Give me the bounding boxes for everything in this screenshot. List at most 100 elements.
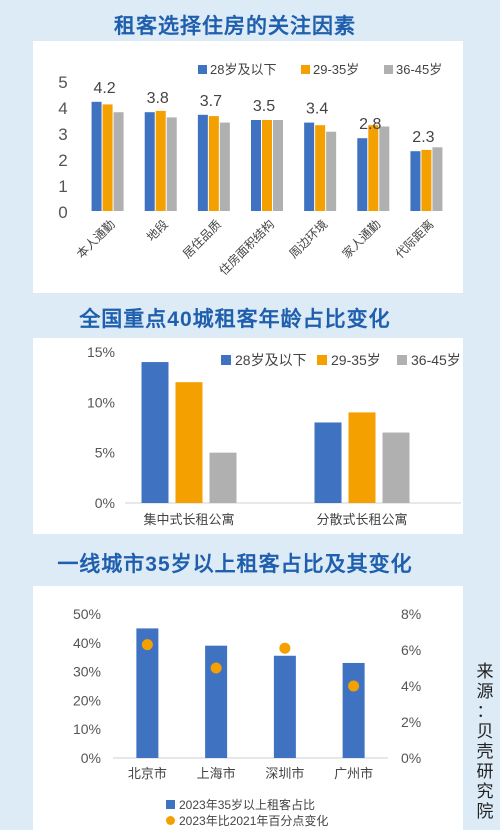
y-tick-label-right: 0%	[401, 750, 421, 766]
bar	[166, 117, 177, 211]
data-label: 3.4	[306, 101, 328, 118]
chart3-title: 一线城市35岁以上租客占比及其变化	[57, 553, 413, 576]
chart2-title: 全国重点40城租客年龄占比变化	[79, 308, 391, 331]
x-tick-label: 上海市	[197, 766, 236, 781]
x-tick-label: 北京市	[128, 766, 167, 781]
bar	[342, 662, 365, 758]
x-tick-label: 分散式长租公寓	[316, 512, 407, 527]
bar	[219, 122, 230, 211]
x-tick-label: 深圳市	[265, 766, 304, 781]
x-tick-label: 周边环境	[286, 217, 331, 262]
chart2-panel: 0% 5% 10% 15% 集中式长租公寓 分散式长租公寓 28岁及以下 29-35岁 36-4…	[33, 338, 463, 534]
bar	[155, 110, 166, 211]
y-tick-label: 5%	[95, 445, 115, 461]
x-tick-label: 居住品质	[180, 217, 224, 261]
legend-label: 28岁及以下	[235, 352, 307, 368]
x-tick-label: 代际距离	[392, 217, 437, 262]
y-tick-label-left: 40%	[73, 635, 101, 651]
y-tick-label: 15%	[87, 344, 115, 360]
bar	[314, 422, 342, 503]
source-char: 究	[476, 782, 494, 802]
legend-label: 29-35岁	[331, 352, 381, 368]
bar	[208, 116, 219, 211]
y-tick-label-right: 8%	[401, 606, 421, 622]
bar	[144, 112, 155, 211]
y-tick-label: 0%	[95, 495, 115, 511]
legend-label: 36-45岁	[396, 62, 442, 77]
bar	[348, 412, 376, 503]
source-char: 贝	[476, 722, 494, 742]
y-tick-label-left: 30%	[73, 664, 101, 680]
bar	[382, 432, 410, 503]
chart3-panel: 0% 10% 20% 30% 40% 50% 0% 2% 4% 6% 8% 北京市 上海市 深圳市 广州市 2…	[33, 586, 463, 830]
data-label: 2.3	[412, 129, 434, 146]
chart2-svg: 0% 5% 10% 15% 集中式长租公寓 分散式长租公寓 28岁及以下 29-35岁 36-4…	[87, 344, 461, 527]
bar	[91, 101, 102, 211]
bar	[315, 125, 326, 211]
bar	[273, 655, 296, 758]
legend-swatch	[166, 800, 175, 809]
source-char: ：	[476, 702, 494, 722]
y-tick-label: 3	[58, 125, 67, 144]
chart3-svg: 0% 10% 20% 30% 40% 50% 0% 2% 4% 6% 8% 北京市 上海市 深圳市 广州市 2…	[73, 606, 421, 828]
y-tick-label: 10%	[87, 394, 115, 410]
y-tick-label-left: 20%	[73, 692, 101, 708]
bar	[410, 151, 421, 211]
chart1-title: 租客选择住房的关注因素	[114, 15, 356, 38]
x-tick-label: 集中式长租公寓	[143, 512, 234, 527]
data-label: 3.8	[147, 90, 169, 107]
scatter-point	[210, 662, 222, 674]
legend-label: 2023年比2021年百分点变化	[179, 813, 328, 828]
legend-swatch	[317, 355, 327, 365]
bar	[141, 362, 169, 503]
bar	[102, 104, 113, 211]
bar	[205, 645, 228, 758]
bar	[379, 126, 390, 211]
source-char: 来	[476, 662, 494, 682]
legend-swatch	[198, 65, 207, 74]
legend-swatch	[166, 816, 175, 825]
legend-label: 29-35岁	[313, 62, 359, 77]
x-tick-label: 住房面积结构	[216, 217, 278, 279]
bar	[357, 138, 368, 211]
bar	[209, 452, 237, 503]
data-label: 3.7	[200, 93, 222, 110]
scatter-point	[348, 680, 360, 692]
y-tick-label-left: 50%	[73, 606, 101, 622]
y-tick-label: 2	[58, 151, 67, 170]
bar	[175, 382, 203, 503]
x-tick-label: 家人通勤	[339, 217, 384, 262]
scatter-point	[279, 642, 291, 654]
y-tick-label-right: 6%	[401, 642, 421, 658]
data-label: 2.8	[359, 116, 381, 133]
legend-label: 2023年35岁以上租客占比	[179, 797, 315, 812]
source-char: 研	[476, 762, 494, 782]
y-tick-label: 4	[58, 99, 67, 118]
chart1-panel: 0 1 2 3 4 5 4.2 本人通勤 3.8 地段 3.7 居住品质 3.5 住房面积结构 3.4 周边环…	[33, 41, 463, 293]
bar	[326, 131, 337, 211]
y-tick-label: 1	[58, 177, 67, 196]
bar	[197, 114, 208, 211]
bar	[304, 122, 315, 211]
legend-swatch	[384, 65, 393, 74]
x-tick-label: 本人通勤	[74, 217, 118, 261]
bar	[136, 628, 159, 758]
chart1-svg: 0 1 2 3 4 5 4.2 本人通勤 3.8 地段 3.7 居住品质 3.5 住房面积结构 3.4 周边环…	[58, 62, 443, 279]
y-tick-label-left: 0%	[81, 750, 101, 766]
source-char: 院	[476, 802, 494, 822]
data-label: 4.2	[93, 80, 115, 97]
x-tick-label: 广州市	[334, 766, 373, 781]
legend-label: 36-45岁	[411, 352, 461, 368]
bar	[262, 120, 272, 211]
legend-label: 28岁及以下	[210, 62, 276, 77]
source-note: 来 源 ： 贝 壳 研 究 院	[474, 662, 496, 822]
y-tick-label-left: 10%	[73, 721, 101, 737]
bar	[421, 149, 432, 211]
bar	[251, 120, 261, 211]
source-char: 壳	[476, 742, 494, 762]
y-tick-label: 5	[58, 73, 67, 92]
legend-swatch	[301, 65, 310, 74]
source-char: 源	[476, 682, 494, 702]
legend-swatch	[397, 355, 407, 365]
bar	[368, 125, 379, 211]
